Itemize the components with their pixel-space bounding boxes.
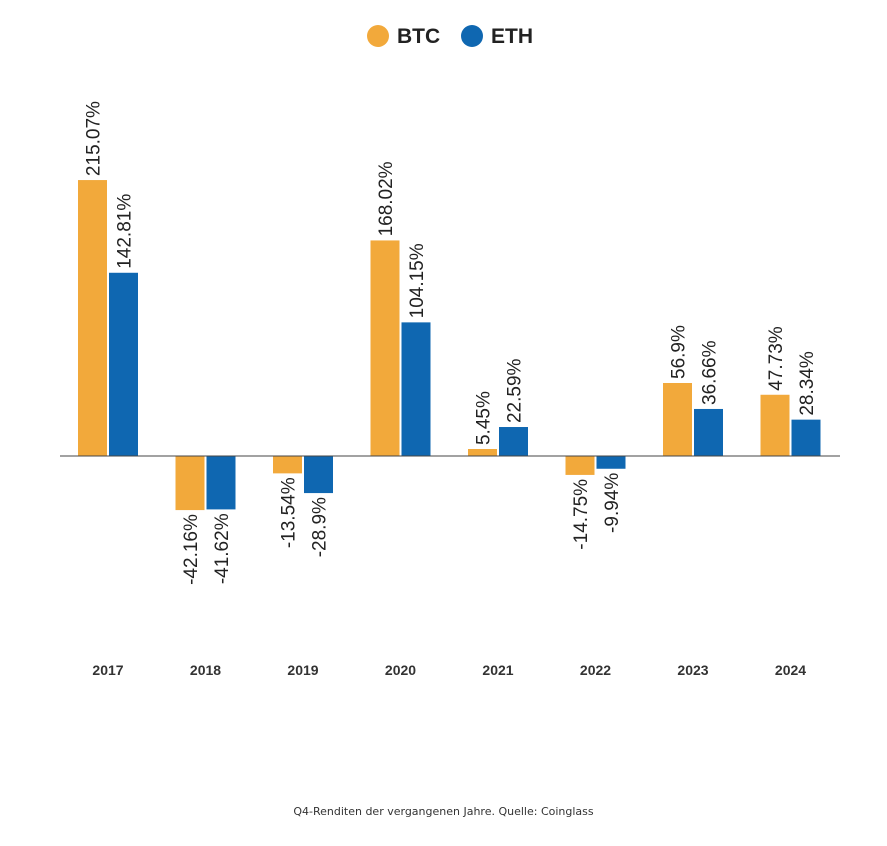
bar-eth-2023 (694, 408, 723, 456)
value-label-btc-2018: -42.16% (181, 514, 202, 585)
value-label-eth-2018: -41.62% (212, 513, 233, 584)
bar-btc-2020 (370, 240, 400, 456)
value-label-btc-2020: 168.02% (376, 161, 397, 236)
bar-btc-2019 (273, 456, 302, 474)
value-label-eth-2017: 142.81% (115, 194, 136, 269)
value-label-eth-2021: 22.59% (505, 358, 526, 423)
legend-item-eth: ETH (461, 25, 533, 48)
bar-eth-2020 (401, 322, 431, 456)
category-label-2022: 2022 (580, 662, 611, 678)
bar-btc-2024 (760, 394, 790, 456)
bar-eth-2018 (206, 456, 236, 510)
category-labels: 2017 2018 2019 2020 2021 2022 2023 2024 (92, 662, 806, 678)
bar-btc-2018 (175, 456, 205, 511)
value-label-eth-2019: -28.9% (310, 497, 331, 557)
legend-dot-btc-icon (367, 25, 389, 47)
value-label-eth-2024: 28.34% (797, 351, 818, 416)
chart-caption: Q4-Renditen der vergangenen Jahre. Quell… (293, 805, 594, 818)
bar-btc-2021 (468, 449, 497, 456)
category-label-2019: 2019 (287, 662, 318, 678)
value-label-btc-2021: 5.45% (474, 391, 495, 445)
legend-label-eth: ETH (491, 25, 533, 48)
value-label-eth-2020: 104.15% (407, 243, 428, 318)
bar-eth-2024 (791, 419, 821, 456)
category-label-2024: 2024 (775, 662, 806, 678)
value-label-eth-2023: 36.66% (700, 340, 721, 405)
category-label-2021: 2021 (482, 662, 513, 678)
bar-eth-2022 (596, 456, 626, 469)
category-label-2018: 2018 (190, 662, 221, 678)
bar-group (78, 180, 821, 511)
value-label-btc-2019: -13.54% (279, 477, 300, 548)
bar-btc-2017 (78, 180, 107, 456)
category-label-2020: 2020 (385, 662, 416, 678)
chart-legend: BTC ETH (367, 25, 533, 48)
value-label-btc-2017: 215.07% (84, 101, 105, 176)
value-labels: 215.07% 142.81% -42.16% -41.62% -13.54% -28.9… (84, 101, 819, 585)
value-label-btc-2023: 56.9% (669, 325, 690, 379)
bar-eth-2019 (304, 456, 333, 494)
value-label-btc-2024: 47.73% (766, 326, 787, 391)
legend-label-btc: BTC (397, 25, 440, 48)
value-label-eth-2022: -9.94% (602, 473, 623, 533)
value-label-btc-2022: -14.75% (571, 479, 592, 550)
bar-btc-2023 (663, 382, 692, 456)
bar-eth-2017 (109, 272, 138, 456)
bar-btc-2022 (565, 456, 595, 475)
legend-dot-eth-icon (461, 25, 483, 47)
bar-eth-2021 (499, 427, 528, 456)
legend-item-btc: BTC (367, 25, 440, 48)
category-label-2023: 2023 (677, 662, 708, 678)
category-label-2017: 2017 (92, 662, 123, 678)
